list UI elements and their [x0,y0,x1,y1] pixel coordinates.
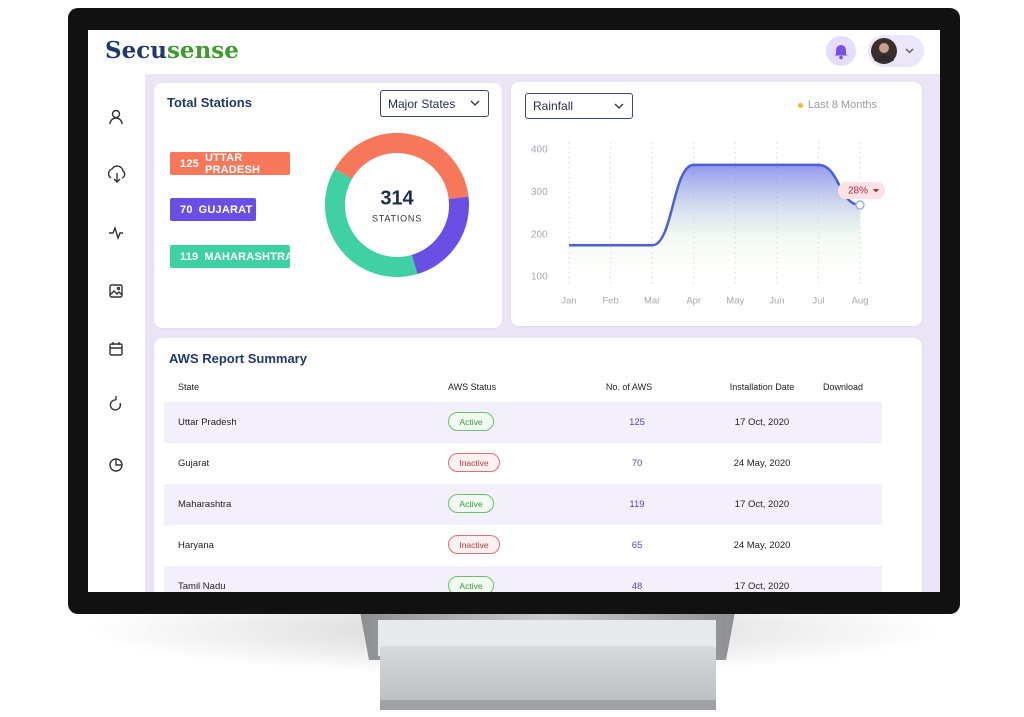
legend-chip: 125 UTTAR PRADESH [170,151,290,176]
rainfall-line [569,163,861,247]
status-pill: Inactive [448,453,500,472]
dropdown-label: Rainfall [533,99,574,113]
nav-profile[interactable] [109,109,123,125]
aws-count: 125 [629,417,645,428]
table-row: Uttar Pradesh Active 125 17 Oct, 2020 [164,402,882,443]
y-tick-label: 100 [531,272,548,283]
install-date: 24 May, 2020 [733,540,791,551]
aws-count: 65 [631,540,643,551]
x-tick-label: Apr [686,296,701,307]
install-date: 17 Oct, 2020 [734,499,790,510]
period-legend: Last 8 Months [797,99,877,111]
state-cell: Maharashtra [178,499,232,510]
state-cell: Haryana [178,540,214,551]
x-tick-label: Jul [812,296,824,307]
stand-base [380,646,716,710]
state-dropdown[interactable]: Major States [380,90,489,117]
chevron [614,103,624,109]
sidebar-icons [107,109,126,472]
card-title: Total Stations [167,95,252,110]
x-tick-label: Mar [644,296,660,307]
install-date: 17 Oct, 2020 [734,417,790,428]
top-bar: Secusense [88,30,940,74]
aws-count: 119 [629,499,645,510]
screen: Secusense [88,30,940,592]
state-cell: Gujarat [178,458,210,469]
y-tick-label: 300 [531,187,548,198]
donut-segment [325,169,418,277]
sidebar [88,74,145,592]
brand-first: Secu [105,37,167,64]
column-header: No. of AWS [605,382,653,392]
annotation: 28% [848,186,868,197]
column-header: Installation Date [729,382,795,392]
metric-dropdown[interactable]: Rainfall [525,93,633,119]
status-pill: Active [448,494,494,513]
nav-calendar[interactable] [109,342,123,356]
x-tick-label: Jun [769,296,784,307]
x-tick-label: Feb [602,296,618,307]
y-tick-label: 400 [531,145,548,156]
chip-value: 125 [180,157,199,170]
donut-segment [334,133,469,200]
rainfall-card: Rainfall Last 8 Months Jan Feb Mar Apr May Ju… [511,82,922,326]
chip-value: 70 [180,203,193,216]
table-row: Gujarat Inactive 70 24 May, 2020 [164,443,882,484]
table-row: Tamil Nadu Active 48 17 Oct, 2020 [164,566,882,592]
nav-energy[interactable] [109,396,122,411]
rainfall-area [569,164,860,287]
notification-button[interactable] [825,35,857,67]
line-chart: Jan Feb Mar Apr May Jun Jul Aug 100 200 300 400 28% [531,142,885,307]
brand: Secusense [105,37,239,64]
status-pill: Inactive [448,535,500,554]
table-title: AWS Report Summary [169,351,307,366]
donut-chart: 314 STATIONS [325,133,469,277]
center-value: 314 [380,187,414,209]
x-tick-label: May [726,296,744,307]
period-label: Last 8 Months [807,99,877,111]
nav-download[interactable] [107,165,126,183]
center-label: STATIONS [372,213,422,223]
chevron [470,100,480,106]
annotation-caret [873,189,879,193]
nav-gallery[interactable] [109,284,123,298]
state-cell: Uttar Pradesh [178,417,237,428]
table-row: Haryana Inactive 65 24 May, 2020 [164,525,882,566]
x-tick-label: Aug [852,296,869,307]
column-header: Download [822,382,864,392]
profile-menu[interactable] [868,35,924,67]
chip-label: GUJARAT [198,203,253,216]
dropdown-label: Major States [388,96,456,111]
nav-report[interactable] [109,458,123,472]
status-pill: Active [448,576,494,592]
status-pill: Active [448,412,494,431]
chip-label: UTTAR PRADESH [204,151,261,176]
column-header: State [178,382,200,392]
donut-segment [411,196,469,275]
brand-second: sense [166,37,239,64]
install-date: 24 May, 2020 [733,458,791,469]
nav-activity[interactable] [109,225,123,241]
stand-foot [380,700,716,710]
end-marker [855,200,865,210]
install-date: 17 Oct, 2020 [734,581,790,592]
legend-chip: 70 GUJARAT [170,198,256,221]
column-header: AWS Status [448,382,497,392]
legend-chip: 119 MAHARASHTRA [170,245,294,268]
stations-card: Total Stations Major States 125 UTTAR PRA… [154,83,502,328]
y-tick-label: 200 [531,229,548,240]
x-tick-label: Jan [561,296,576,307]
aws-count: 48 [631,581,643,592]
report-card: AWS Report Summary State AWS Status No. of… [154,338,922,592]
chip-label: MAHARASHTRA [204,250,294,263]
chip-value: 119 [180,250,199,263]
aws-count: 70 [631,458,643,469]
table-row: Maharashtra Active 119 17 Oct, 2020 [164,484,882,525]
legend-dot [797,102,803,108]
annotation-pill [838,182,885,200]
state-cell: Tamil Nadu [178,581,226,592]
